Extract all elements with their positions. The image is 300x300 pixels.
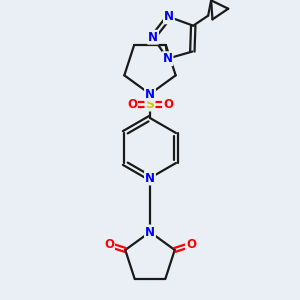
Text: N: N — [145, 172, 155, 184]
Text: N: N — [145, 88, 155, 100]
Text: O: O — [186, 238, 196, 251]
Text: N: N — [145, 226, 155, 238]
Text: N: N — [164, 11, 174, 23]
Text: S: S — [146, 98, 154, 110]
Text: O: O — [104, 238, 114, 251]
Text: O: O — [127, 98, 137, 110]
Text: N: N — [163, 52, 172, 65]
Text: O: O — [163, 98, 173, 110]
Text: N: N — [148, 31, 158, 44]
